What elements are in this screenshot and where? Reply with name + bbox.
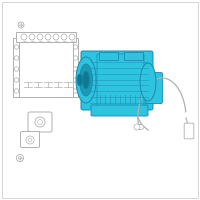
- Circle shape: [26, 136, 34, 144]
- FancyBboxPatch shape: [184, 123, 194, 139]
- Ellipse shape: [136, 124, 144, 130]
- FancyBboxPatch shape: [72, 38, 78, 98]
- FancyBboxPatch shape: [124, 52, 144, 60]
- FancyBboxPatch shape: [97, 54, 144, 106]
- FancyBboxPatch shape: [81, 51, 153, 110]
- Circle shape: [134, 124, 140, 130]
- Circle shape: [38, 119, 42, 124]
- Circle shape: [28, 138, 32, 142]
- Circle shape: [53, 34, 59, 40]
- Circle shape: [37, 34, 43, 40]
- Ellipse shape: [76, 57, 96, 103]
- Circle shape: [61, 34, 67, 40]
- Ellipse shape: [83, 71, 90, 89]
- Circle shape: [73, 89, 78, 93]
- Circle shape: [73, 67, 78, 71]
- FancyBboxPatch shape: [91, 105, 148, 116]
- Ellipse shape: [80, 64, 92, 96]
- Circle shape: [20, 24, 22, 26]
- Circle shape: [14, 78, 19, 82]
- FancyBboxPatch shape: [146, 72, 162, 104]
- FancyBboxPatch shape: [100, 52, 118, 60]
- Circle shape: [73, 45, 78, 49]
- Circle shape: [14, 67, 19, 71]
- Circle shape: [73, 78, 78, 82]
- Circle shape: [14, 45, 19, 49]
- Circle shape: [45, 34, 51, 40]
- Circle shape: [18, 22, 24, 28]
- Circle shape: [16, 154, 24, 162]
- Circle shape: [18, 156, 22, 160]
- Circle shape: [14, 56, 19, 60]
- FancyBboxPatch shape: [14, 38, 20, 98]
- FancyBboxPatch shape: [21, 132, 40, 148]
- Circle shape: [35, 117, 45, 127]
- FancyBboxPatch shape: [28, 112, 52, 132]
- Circle shape: [69, 34, 75, 40]
- Bar: [19, 39, 73, 97]
- Circle shape: [73, 56, 78, 60]
- Ellipse shape: [77, 74, 83, 86]
- Circle shape: [29, 34, 35, 40]
- Circle shape: [21, 34, 27, 40]
- Bar: [16, 32, 76, 42]
- Circle shape: [14, 89, 19, 93]
- Ellipse shape: [140, 63, 156, 101]
